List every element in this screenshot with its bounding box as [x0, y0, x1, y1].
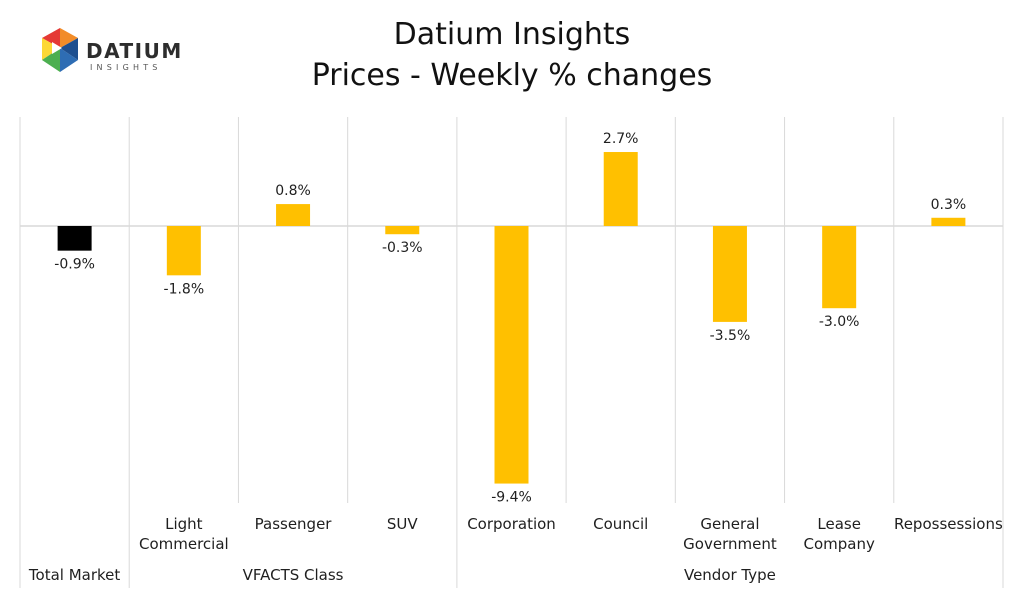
category-label: Council	[593, 515, 648, 533]
data-label: 2.7%	[603, 131, 639, 147]
category-label: SUV	[387, 515, 419, 533]
bar	[57, 226, 92, 251]
chart-subtitle: Prices - Weekly % changes	[311, 58, 713, 93]
data-label: 0.3%	[931, 197, 967, 213]
bar	[712, 226, 747, 322]
category-label: Light	[165, 515, 203, 533]
logo-wordmark: DATIUM	[86, 39, 183, 63]
logo-subtext: INSIGHTS	[90, 63, 162, 72]
group-label: Vendor Type	[684, 566, 776, 584]
group-label: Total Market	[28, 566, 120, 584]
bar	[276, 204, 311, 226]
data-label: -9.4%	[491, 490, 532, 506]
bar	[822, 226, 857, 309]
data-label: 0.8%	[275, 183, 311, 199]
data-label: -1.8%	[164, 281, 205, 297]
data-label: -0.3%	[382, 240, 423, 256]
category-label: Repossessions	[894, 515, 1003, 533]
datium-hexagon-icon	[42, 28, 78, 72]
category-label: Lease	[817, 515, 861, 533]
bar	[494, 226, 529, 484]
data-label: -3.0%	[819, 314, 860, 330]
category-label: Government	[683, 535, 777, 553]
bar	[385, 226, 420, 235]
category-label: Passenger	[255, 515, 333, 533]
chart-title: Datium Insights	[393, 17, 631, 52]
bar	[603, 152, 638, 226]
data-label: -3.5%	[710, 328, 751, 344]
group-label: VFACTS Class	[243, 566, 344, 584]
datium-logo: DATIUM INSIGHTS	[38, 26, 188, 82]
category-label: General	[700, 515, 759, 533]
bar	[166, 226, 201, 276]
category-label: Commercial	[139, 535, 229, 553]
category-label: Company	[803, 535, 874, 553]
data-label: -0.9%	[54, 257, 95, 273]
category-label: Corporation	[467, 515, 556, 533]
bar	[931, 217, 966, 226]
